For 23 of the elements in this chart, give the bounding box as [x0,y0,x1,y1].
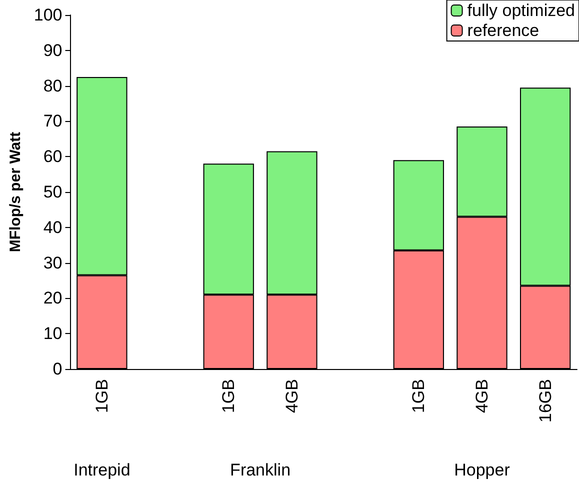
y-tick-label: 40 [43,218,62,237]
text: Franklin [230,460,291,480]
x-tick-label: 1GB [92,379,112,414]
y-axis-title: MFlop/s per Watt [7,132,24,252]
text: Hopper [454,460,510,480]
y-tick-label: 10 [43,324,62,344]
y-tick-label: 90 [43,40,62,60]
x-tick-label: 16GB [536,379,555,422]
y-tick-label: 30 [43,253,62,272]
text: Intrepid [74,460,130,480]
y-tick-label: 50 [43,182,62,202]
y-tick-label: 70 [43,112,62,131]
y-tick-label: 100 [34,6,62,24]
x-tick-label: 1GB [409,379,428,414]
x-tick-label: 4GB [282,379,302,414]
legend-label: reference [467,21,540,40]
y-tick-label: 60 [43,147,62,166]
legend-label: fully optimized [467,1,576,20]
x-tick-label: 4GB [472,379,492,414]
y-tick-label: 20 [43,288,62,308]
x-tick-label: 1GB [219,379,238,414]
y-tick-label: 0 [52,360,62,378]
y-tick-label: 80 [43,76,62,96]
